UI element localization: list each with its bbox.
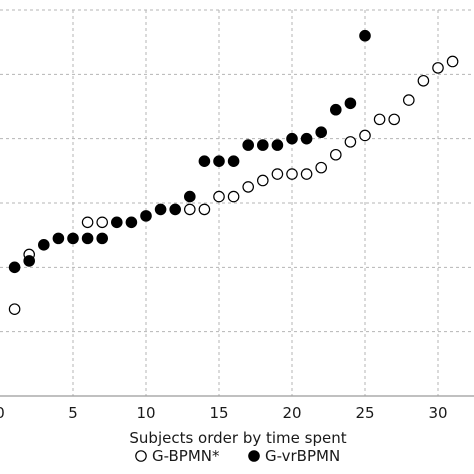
filled-data-point <box>300 132 313 145</box>
open-data-point <box>402 94 415 106</box>
filled-data-point <box>184 190 196 203</box>
filled-data-point <box>242 139 254 151</box>
filled-data-point <box>81 232 94 245</box>
filled-data-point <box>227 155 240 167</box>
x-tick-label: 20 <box>282 404 301 422</box>
filled-data-point <box>315 126 327 139</box>
legend-label: G-vrBPMN <box>265 447 340 465</box>
filled-data-point <box>344 97 357 110</box>
x-tick-label: 0 <box>0 404 5 422</box>
legend-open-marker-icon <box>135 450 147 462</box>
x-tick-label: 30 <box>428 404 447 422</box>
open-data-point <box>432 62 444 74</box>
filled-data-point <box>96 232 108 245</box>
filled-data-point <box>169 203 181 216</box>
open-data-point <box>271 168 284 180</box>
open-data-point <box>344 136 357 148</box>
open-data-point <box>286 168 298 180</box>
filled-data-point <box>111 216 123 229</box>
filled-data-point <box>359 29 371 42</box>
grid-layer <box>0 9 474 396</box>
open-data-point <box>242 181 254 193</box>
filled-data-point <box>23 255 35 267</box>
points-layer <box>8 29 459 315</box>
filled-data-point <box>125 216 138 229</box>
open-data-point <box>184 203 196 216</box>
x-tick-label: 25 <box>355 404 374 422</box>
filled-data-point <box>52 232 65 245</box>
filled-data-point <box>286 132 298 145</box>
open-data-point <box>256 174 269 187</box>
open-data-point <box>198 203 211 216</box>
series-g-bpmn- <box>8 55 459 315</box>
open-data-point <box>373 113 386 126</box>
open-data-point <box>417 74 430 87</box>
x-tick-label: 10 <box>136 404 155 422</box>
filled-data-point <box>329 103 342 116</box>
filled-data-point <box>271 139 284 151</box>
filled-data-point <box>198 155 211 167</box>
filled-data-point <box>154 203 167 216</box>
open-data-point <box>96 216 108 229</box>
open-data-point <box>8 303 21 315</box>
x-tick-label: 15 <box>209 404 228 422</box>
open-data-point <box>213 190 225 203</box>
x-tick-labels: 0 5 10 15 20 25 30 <box>0 404 448 422</box>
open-data-point <box>446 55 459 68</box>
filled-data-point <box>213 155 225 167</box>
legend-filled-marker-icon <box>248 450 260 462</box>
filled-data-point <box>140 210 152 222</box>
x-tick-label: 5 <box>68 404 78 422</box>
open-data-point <box>388 113 400 126</box>
filled-data-point <box>37 239 50 251</box>
open-data-point <box>329 148 342 161</box>
filled-data-point <box>67 232 79 245</box>
legend: G-BPMN* G-vrBPMN <box>135 447 340 465</box>
open-data-point <box>315 161 327 174</box>
open-data-point <box>81 216 94 229</box>
x-axis-title: Subjects order by time spent <box>129 429 346 447</box>
filled-data-point <box>256 139 269 151</box>
open-data-point <box>359 129 371 142</box>
filled-data-point <box>8 261 21 274</box>
series-g-vrbpmn <box>8 29 371 274</box>
open-data-point <box>300 168 313 180</box>
open-data-point <box>227 190 240 203</box>
legend-label: G-BPMN* <box>152 447 220 465</box>
